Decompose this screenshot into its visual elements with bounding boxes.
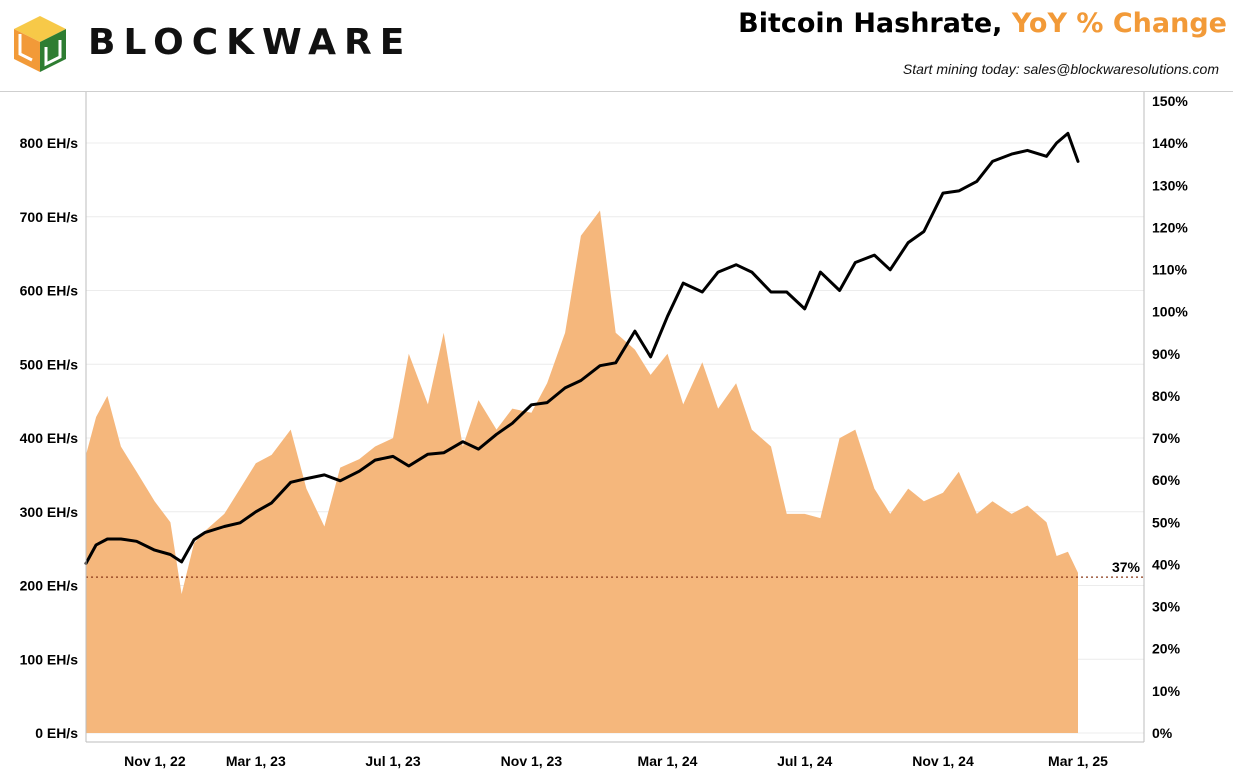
right-tick-label: 10% (1152, 683, 1181, 699)
x-tick-label: Nov 1, 24 (912, 753, 974, 769)
left-tick-label: 500 EH/s (20, 356, 79, 372)
left-tick-label: 0 EH/s (35, 725, 78, 741)
right-tick-label: 80% (1152, 388, 1181, 404)
right-tick-label: 60% (1152, 472, 1181, 488)
hashrate-chart: 37% 0 EH/s 100 EH/s 200 EH/s 300 EH/s 400 EH… (20, 92, 1188, 769)
right-tick-label: 50% (1152, 514, 1181, 530)
x-tick-label: Mar 1, 23 (226, 753, 286, 769)
right-tick-label: 130% (1152, 177, 1188, 193)
x-tick-label: Jul 1, 24 (777, 753, 832, 769)
right-tick-label: 90% (1152, 346, 1181, 362)
right-tick-label: 120% (1152, 219, 1188, 235)
left-tick-label: 600 EH/s (20, 283, 79, 299)
brand-name: BLOCKWARE (88, 22, 413, 63)
left-tick-label: 400 EH/s (20, 430, 79, 446)
right-tick-label: 20% (1152, 641, 1181, 657)
left-tick-label: 200 EH/s (20, 578, 79, 594)
x-tick-label: Nov 1, 23 (501, 753, 563, 769)
right-tick-label: 110% (1152, 262, 1188, 278)
left-tick-label: 300 EH/s (20, 504, 79, 520)
x-tick-label: Jul 1, 23 (365, 753, 420, 769)
left-tick-label: 700 EH/s (20, 209, 79, 225)
right-tick-label: 100% (1152, 304, 1188, 320)
x-tick-label: Nov 1, 22 (124, 753, 186, 769)
chart-title-accent: YoY % Change (1011, 8, 1227, 39)
right-tick-label: 140% (1152, 135, 1188, 151)
right-tick-label: 150% (1152, 93, 1188, 109)
x-tick-label: Mar 1, 25 (1048, 753, 1108, 769)
x-tick-label: Mar 1, 24 (638, 753, 698, 769)
chart-subtitle: Start mining today: sales@blockwaresolut… (902, 61, 1219, 77)
reference-label: 37% (1112, 559, 1141, 575)
chart-title: Bitcoin Hashrate, YoY % Change (738, 8, 1227, 39)
header-divider (0, 91, 1233, 92)
blockware-cube-logo-icon (14, 16, 66, 72)
left-tick-label: 800 EH/s (20, 135, 79, 151)
left-axis: 0 EH/s 100 EH/s 200 EH/s 300 EH/s 400 EH/s 50… (20, 135, 79, 741)
yoy-change-area (86, 210, 1078, 733)
right-tick-label: 30% (1152, 599, 1181, 615)
x-axis: Nov 1, 22 Mar 1, 23 Jul 1, 23 Nov 1, 23 Mar … (124, 753, 1108, 769)
right-tick-label: 70% (1152, 430, 1181, 446)
right-tick-label: 0% (1152, 725, 1173, 741)
chart-title-main: Bitcoin Hashrate, (738, 8, 1012, 39)
right-tick-label: 40% (1152, 556, 1181, 572)
hashrate-line (84, 131, 1080, 565)
left-tick-label: 100 EH/s (20, 651, 79, 667)
right-axis: 0% 10% 20% 30% 40% 50% 60% 70% 80% 90% 100% 110% 120… (1152, 93, 1188, 741)
header: BLOCKWARE Bitcoin Hashrate, YoY % Change… (0, 0, 1233, 92)
